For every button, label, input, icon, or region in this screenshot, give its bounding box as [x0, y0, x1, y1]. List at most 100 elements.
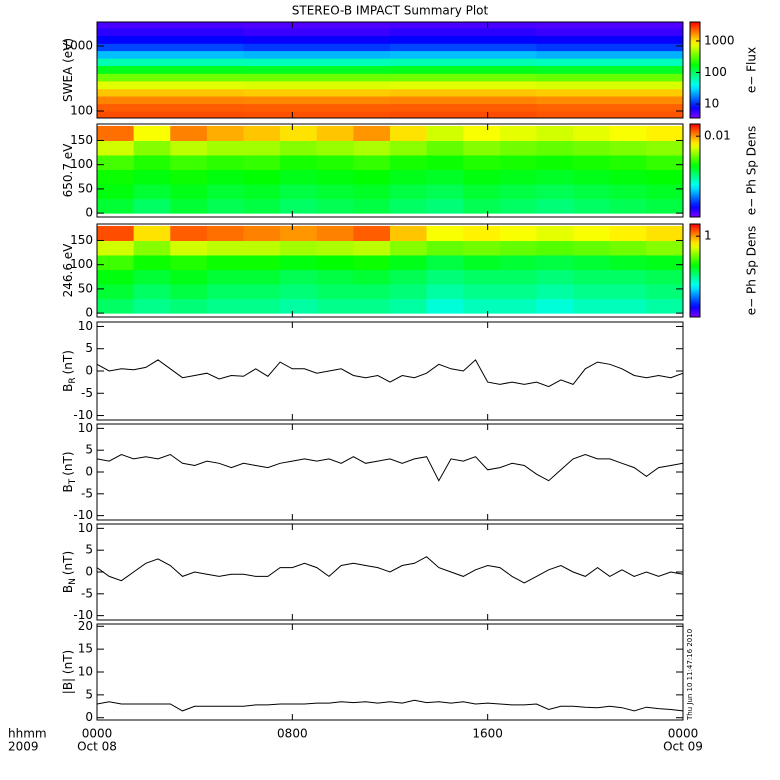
y-tick-label: -5	[81, 586, 93, 600]
heat-cell	[170, 155, 208, 171]
colorbar-tick-label: 1000	[704, 33, 735, 47]
heat-cell	[133, 240, 171, 256]
heat-cell	[426, 255, 464, 271]
heat-cell	[280, 298, 318, 314]
heat-cell	[609, 298, 647, 314]
heat-cell	[316, 240, 354, 256]
heat-cell	[609, 155, 647, 171]
heat-cell	[426, 225, 464, 241]
heat-cell	[499, 155, 537, 171]
y-axis-label: BN (nT)	[61, 551, 78, 593]
heat-cell	[390, 103, 537, 112]
heat-cell	[97, 73, 244, 82]
heat-cell	[97, 80, 244, 90]
y-label-sub: T	[68, 478, 78, 485]
heat-cell	[170, 140, 208, 156]
y-tick-label: 0	[85, 710, 93, 724]
line	[97, 453, 683, 482]
heat-cell	[609, 240, 647, 256]
heat-cell	[390, 110, 537, 118]
heat-cell	[536, 155, 574, 171]
heat-cell	[97, 284, 135, 300]
heat-cell	[499, 184, 537, 200]
y-tick-label: -10	[73, 508, 93, 522]
heat-cell	[390, 140, 428, 156]
heat-cell	[97, 65, 244, 74]
heat-cell	[316, 225, 354, 241]
heat-cell	[499, 284, 537, 300]
heat-cell	[243, 27, 391, 37]
heat-cell	[97, 43, 244, 52]
heat-cell	[426, 269, 464, 285]
y-tick-label: 100	[70, 103, 93, 117]
colorbar-tick-label: 0.01	[704, 129, 731, 143]
heat-cell	[609, 140, 647, 156]
heat-cell	[536, 88, 683, 97]
heat-cell	[390, 225, 428, 241]
heat-cell	[97, 140, 135, 156]
heat-cell	[170, 125, 208, 141]
heat-cell	[170, 298, 208, 314]
heat-cell	[536, 110, 683, 118]
heat-cell	[206, 255, 244, 271]
heat-cell	[390, 155, 428, 171]
heat-cell	[353, 125, 391, 141]
heat-cell	[133, 225, 171, 241]
heat-cell	[646, 140, 683, 156]
heat-cell	[243, 110, 391, 118]
y-axis-label: |B| (nT)	[61, 650, 75, 694]
heat-cell	[170, 184, 208, 200]
heat-cell	[609, 225, 647, 241]
heat-cell	[97, 198, 135, 214]
heat-cell	[353, 269, 391, 285]
heat-cell	[316, 155, 354, 171]
heat-cell	[536, 73, 683, 82]
heat-cell	[536, 184, 574, 200]
heat-cell	[243, 140, 281, 156]
heat-cell	[243, 50, 391, 59]
heat-cell	[243, 80, 391, 90]
y-label-unit: (nT)	[61, 350, 75, 374]
heat-cell	[646, 198, 683, 214]
heat-cell	[426, 298, 464, 314]
heat-cell	[390, 284, 428, 300]
heat-cell	[426, 140, 464, 156]
y-tick-label: 10	[78, 521, 93, 535]
heat-cell	[646, 184, 683, 200]
heat-cell	[97, 96, 244, 105]
y-tick-label: -10	[73, 408, 93, 422]
y-tick-label: 150	[70, 133, 93, 147]
heat-cell	[280, 169, 318, 185]
y-tick-label: 100	[70, 257, 93, 271]
heat-cell	[243, 65, 391, 74]
heat-cell	[646, 284, 683, 300]
heat-cell	[97, 103, 244, 112]
heat-cell	[353, 225, 391, 241]
heat-cell	[573, 140, 611, 156]
heat-cell	[243, 73, 391, 82]
y-tick-label: 10	[78, 319, 93, 333]
heat-cell	[536, 22, 683, 29]
heat-cell	[646, 225, 683, 241]
heat-cell	[426, 184, 464, 200]
heat-cell	[243, 35, 391, 44]
heat-cell	[316, 184, 354, 200]
heat-cell	[390, 269, 428, 285]
x-tick-label: 0000	[668, 727, 699, 741]
x-left-label: 2009	[8, 740, 39, 754]
heat-cell	[536, 140, 574, 156]
heat-cell	[390, 298, 428, 314]
heat-cell	[243, 184, 281, 200]
heat-cell	[170, 198, 208, 214]
heat-cell	[170, 269, 208, 285]
heat-cell	[206, 169, 244, 185]
y-axis-label: 650.7 eV	[61, 143, 75, 198]
heat-cell	[536, 240, 574, 256]
title: STEREO-B IMPACT Summary Plot	[292, 4, 489, 18]
heat-cell	[499, 269, 537, 285]
y-tick-label: 0	[85, 206, 93, 220]
heat-cell	[646, 240, 683, 256]
heat-cell	[316, 169, 354, 185]
heat-cell	[390, 27, 537, 37]
heat-cell	[463, 169, 501, 185]
